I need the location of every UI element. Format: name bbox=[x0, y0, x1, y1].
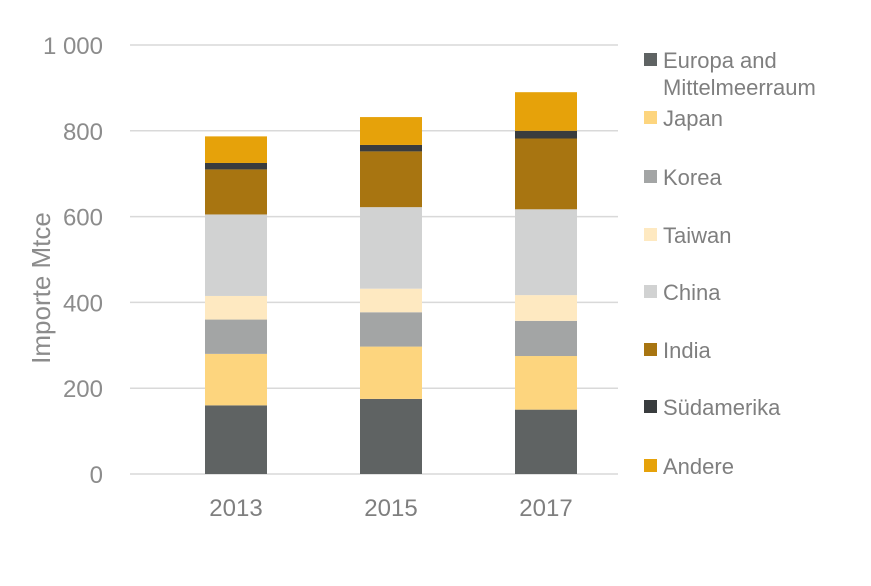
bar-segment-2015-2 bbox=[360, 312, 422, 347]
bars bbox=[205, 92, 577, 474]
y-tick-label-200: 200 bbox=[63, 376, 103, 403]
bar-segment-2013-5 bbox=[205, 169, 267, 215]
bar-segment-2017-1 bbox=[515, 356, 577, 410]
bar-segment-2017-5 bbox=[515, 138, 577, 210]
bar-segment-2017-6 bbox=[515, 130, 577, 139]
bar-segment-2017-3 bbox=[515, 295, 577, 321]
legend-label-3: Taiwan bbox=[663, 223, 731, 248]
x-category-label-2017: 2017 bbox=[519, 495, 572, 522]
bar-segment-2013-6 bbox=[205, 162, 267, 170]
bar-segment-2013-3 bbox=[205, 295, 267, 320]
legend-label-5: India bbox=[663, 338, 711, 363]
x-category-label-2013: 2013 bbox=[209, 495, 262, 522]
legend-swatch-1 bbox=[644, 111, 657, 124]
bar-segment-2015-3 bbox=[360, 288, 422, 313]
y-tick-label-400: 400 bbox=[63, 290, 103, 317]
bar-segment-2013-4 bbox=[205, 214, 267, 296]
y-tick-label-0: 0 bbox=[90, 462, 103, 489]
legend-label-7: Andere bbox=[663, 454, 734, 479]
y-tick-label-600: 600 bbox=[63, 205, 103, 232]
legend-swatch-7 bbox=[644, 459, 657, 472]
bar-segment-2013-7 bbox=[205, 136, 267, 163]
legend-label-1: Japan bbox=[663, 106, 723, 131]
legend-label-4: China bbox=[663, 280, 721, 305]
legend-label-6: Südamerika bbox=[663, 395, 781, 420]
y-tick-label-1000: 1 000 bbox=[43, 33, 103, 60]
legend-label-0-line-1: Mittelmeerraum bbox=[663, 75, 816, 100]
bar-segment-2015-5 bbox=[360, 151, 422, 208]
bar-segment-2015-0 bbox=[360, 398, 422, 474]
bar-segment-2013-0 bbox=[205, 405, 267, 474]
bar-segment-2017-0 bbox=[515, 409, 577, 474]
bar-segment-2013-1 bbox=[205, 353, 267, 406]
bar-segment-2017-7 bbox=[515, 92, 577, 131]
bar-segment-2017-4 bbox=[515, 209, 577, 296]
x-axis-categories: 2013 2015 2017 bbox=[209, 495, 572, 522]
legend-swatch-2 bbox=[644, 170, 657, 183]
bar-segment-2015-1 bbox=[360, 346, 422, 399]
legend-swatch-5 bbox=[644, 343, 657, 356]
legend-swatch-4 bbox=[644, 285, 657, 298]
bar-segment-2013-2 bbox=[205, 319, 267, 354]
y-axis-ticks: 0 200 400 600 800 1 000 bbox=[43, 33, 103, 489]
legend-swatch-6 bbox=[644, 400, 657, 413]
legend-label-0-line-0: Europa and bbox=[663, 48, 777, 73]
legend-swatch-0 bbox=[644, 53, 657, 66]
bar-segment-2017-2 bbox=[515, 320, 577, 357]
y-tick-label-800: 800 bbox=[63, 119, 103, 146]
x-category-label-2015: 2015 bbox=[364, 495, 417, 522]
bar-segment-2015-4 bbox=[360, 207, 422, 289]
legend-label-2: Korea bbox=[663, 165, 722, 190]
bar-segment-2015-6 bbox=[360, 144, 422, 152]
bar-segment-2015-7 bbox=[360, 117, 422, 145]
y-axis-title: Importe Mtce bbox=[26, 212, 56, 364]
legend-swatch-3 bbox=[644, 228, 657, 241]
